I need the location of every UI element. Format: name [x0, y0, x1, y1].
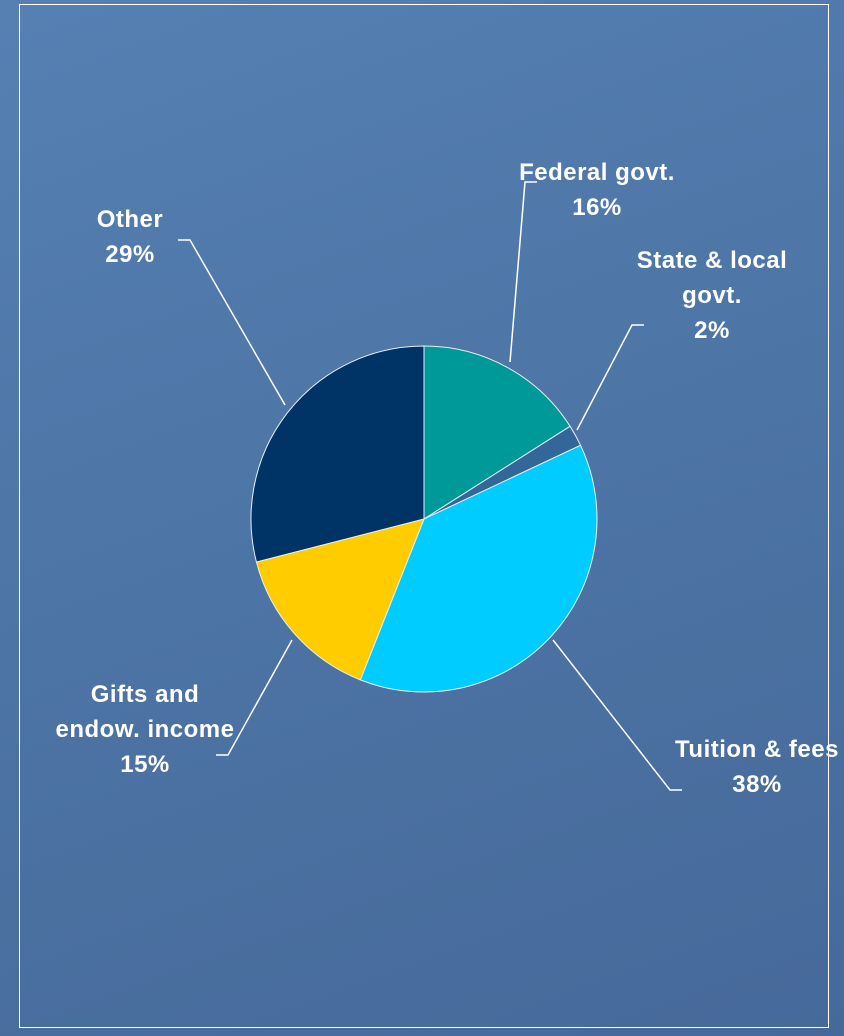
category-label: State & local govt.: [636, 247, 788, 309]
category-label: Federal govt.: [519, 159, 675, 186]
leader-line: [178, 239, 286, 406]
leader-line: [216, 639, 293, 756]
value-label: 2%: [694, 317, 730, 344]
pie-slice: [423, 345, 571, 520]
slice-label: State & local govt. 2%: [632, 243, 792, 348]
value-label: 38%: [732, 771, 782, 798]
pie: [250, 345, 598, 693]
value-label: 16%: [572, 194, 622, 221]
category-label: Tuition & fees: [675, 736, 839, 763]
frame: [19, 4, 829, 1028]
slice-label: Tuition & fees 38%: [672, 732, 842, 802]
slice-label: Other 29%: [50, 202, 210, 272]
slice-label: Federal govt. 16%: [517, 155, 677, 225]
pie-slice: [255, 518, 425, 681]
value-label: 29%: [105, 241, 155, 268]
pie-slice: [250, 345, 425, 563]
leader-line: [576, 324, 644, 431]
leader-lines: [178, 181, 682, 791]
value-label: 15%: [120, 751, 170, 778]
pie-slice: [359, 444, 598, 693]
leader-line: [509, 181, 537, 363]
category-label: Other: [96, 206, 164, 233]
slice-label: Gifts and endow. income 15%: [55, 677, 235, 782]
category-label: Gifts and endow. income: [55, 681, 235, 743]
leader-line: [552, 639, 682, 791]
